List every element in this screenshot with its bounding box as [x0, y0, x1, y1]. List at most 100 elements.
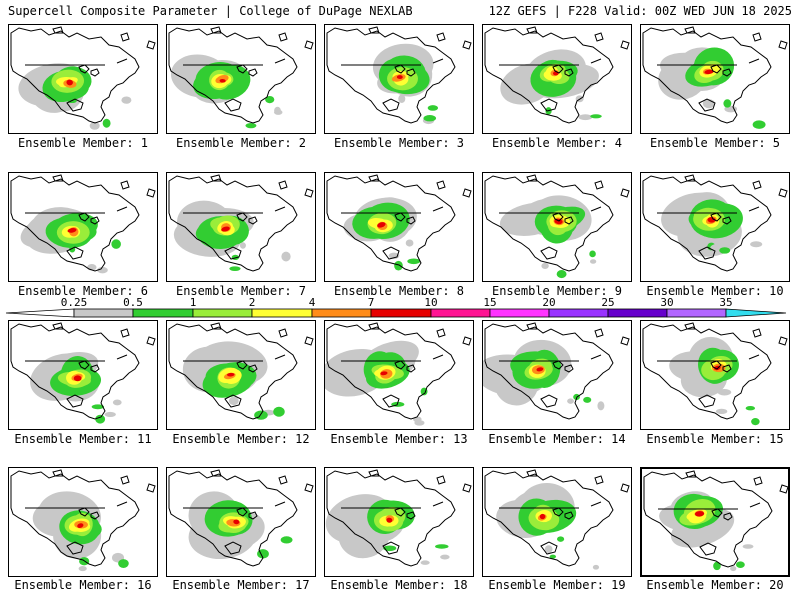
ensemble-member-map-19[interactable]	[482, 467, 632, 577]
ensemble-member-map-5[interactable]	[640, 24, 790, 134]
scp-contour-fill	[405, 239, 414, 247]
scp-contour-fill	[89, 121, 100, 130]
coastline	[326, 175, 456, 272]
gulf-coast	[540, 541, 558, 555]
gulf-coast	[66, 394, 84, 408]
scp-contour-fill	[383, 545, 397, 552]
scp-contour-fill	[592, 564, 600, 570]
scp-contour-fill	[589, 250, 596, 258]
ensemble-member-map-14[interactable]	[482, 320, 632, 430]
ensemble-member-map-7[interactable]	[166, 172, 316, 282]
gulf-coast	[540, 98, 558, 112]
arctic-islands	[684, 322, 788, 346]
coastline	[643, 471, 773, 568]
coastline	[484, 470, 614, 567]
scp-contour-fill	[273, 109, 283, 115]
arctic-islands	[52, 26, 156, 50]
ensemble-member-map-9[interactable]	[482, 172, 632, 282]
ensemble-member-map-18[interactable]	[324, 467, 474, 577]
gulf-coast	[66, 246, 84, 260]
color-scale-tick-label: 0.5	[123, 296, 143, 309]
ensemble-member-label: Ensemble Member: 10	[646, 284, 784, 298]
color-scale-swatch	[5, 308, 75, 318]
color-scale-tick-label: 15	[483, 296, 497, 309]
scp-contour-fill	[420, 560, 430, 565]
us-canada-border	[25, 206, 128, 214]
us-canada-border	[341, 206, 444, 214]
scp-contour-fill	[719, 247, 731, 254]
scp-contour-fill	[707, 217, 716, 223]
ensemble-member-map-15[interactable]	[640, 320, 790, 430]
us-canada-border	[25, 58, 128, 66]
scp-contour-fill	[97, 266, 108, 274]
scp-contour-fill	[736, 561, 745, 569]
ensemble-member-label: Ensemble Member: 2	[175, 136, 307, 150]
color-scale-swatch	[192, 308, 253, 318]
ensemble-member-map-11[interactable]	[8, 320, 158, 430]
gulf-coast	[382, 98, 400, 112]
color-scale-swatch	[489, 308, 550, 318]
scp-contour-fill	[111, 239, 121, 249]
color-scale-swatch	[370, 308, 432, 318]
ensemble-member-map-6[interactable]	[8, 172, 158, 282]
ensemble-member-map-3[interactable]	[324, 24, 474, 134]
us-canada-border	[499, 58, 602, 66]
ensemble-member-map-20[interactable]	[640, 467, 790, 577]
scp-contour-fill	[536, 367, 544, 372]
scp-contour-fill	[539, 513, 546, 520]
coastline	[168, 470, 298, 567]
us-canada-border	[341, 354, 444, 362]
color-scale-swatch	[311, 308, 372, 318]
arctic-islands	[210, 26, 314, 50]
scp-contour-fill	[557, 536, 565, 542]
arctic-islands	[368, 469, 472, 493]
color-scale-swatch	[607, 308, 668, 318]
color-scale-tick-label: 20	[542, 296, 556, 309]
ensemble-member-map-2[interactable]	[166, 24, 316, 134]
gulf-coast	[224, 541, 242, 555]
coastline	[10, 470, 140, 567]
gulf-coast	[698, 394, 716, 408]
ensemble-member-map-16[interactable]	[8, 467, 158, 577]
ensemble-member-map-17[interactable]	[166, 467, 316, 577]
scp-contour-fill	[704, 69, 714, 75]
arctic-islands	[52, 469, 156, 493]
ensemble-member-map-13[interactable]	[324, 320, 474, 430]
arctic-islands	[210, 322, 314, 346]
arctic-islands	[52, 322, 156, 346]
us-canada-border	[341, 58, 444, 66]
coastline	[642, 175, 772, 272]
scp-contour-fill	[280, 536, 293, 544]
scp-contour-fill	[440, 554, 450, 560]
us-canada-border	[499, 354, 602, 362]
gulf-coast	[540, 394, 558, 408]
scp-contour-fill	[78, 565, 87, 572]
gulf-coast	[699, 542, 717, 556]
ensemble-member-map-8[interactable]	[324, 172, 474, 282]
scp-contour-fill	[73, 375, 82, 382]
scp-contour-fill	[229, 266, 241, 271]
ensemble-member-map-1[interactable]	[8, 24, 158, 134]
ensemble-member-label: Ensemble Member: 8	[333, 284, 465, 298]
gulf-coast	[698, 246, 716, 260]
ensemble-member-label: Ensemble Member: 13	[330, 432, 468, 446]
ensemble-member-label: Ensemble Member: 18	[330, 578, 468, 592]
ensemble-member-map-12[interactable]	[166, 320, 316, 430]
color-scale-tick-label: 2	[248, 296, 256, 309]
ensemble-member-label: Ensemble Member: 5	[649, 136, 781, 150]
color-scale-swatch	[73, 308, 134, 318]
scp-contour-fill	[226, 372, 235, 377]
color-scale-tick-label: 4	[308, 296, 316, 309]
gulf-coast	[540, 246, 558, 260]
ensemble-member-map-4[interactable]	[482, 24, 632, 134]
ensemble-member-map-10[interactable]	[640, 172, 790, 282]
scp-contour-fill	[583, 396, 592, 403]
ensemble-member-label: Ensemble Member: 19	[488, 578, 626, 592]
scp-contour-fill	[567, 398, 574, 404]
coastline	[10, 175, 140, 272]
us-canada-border	[183, 354, 286, 362]
scp-contour-fill	[377, 222, 386, 228]
arctic-islands	[684, 26, 788, 50]
gulf-coast	[382, 394, 400, 408]
scp-contour-fill	[77, 523, 84, 529]
